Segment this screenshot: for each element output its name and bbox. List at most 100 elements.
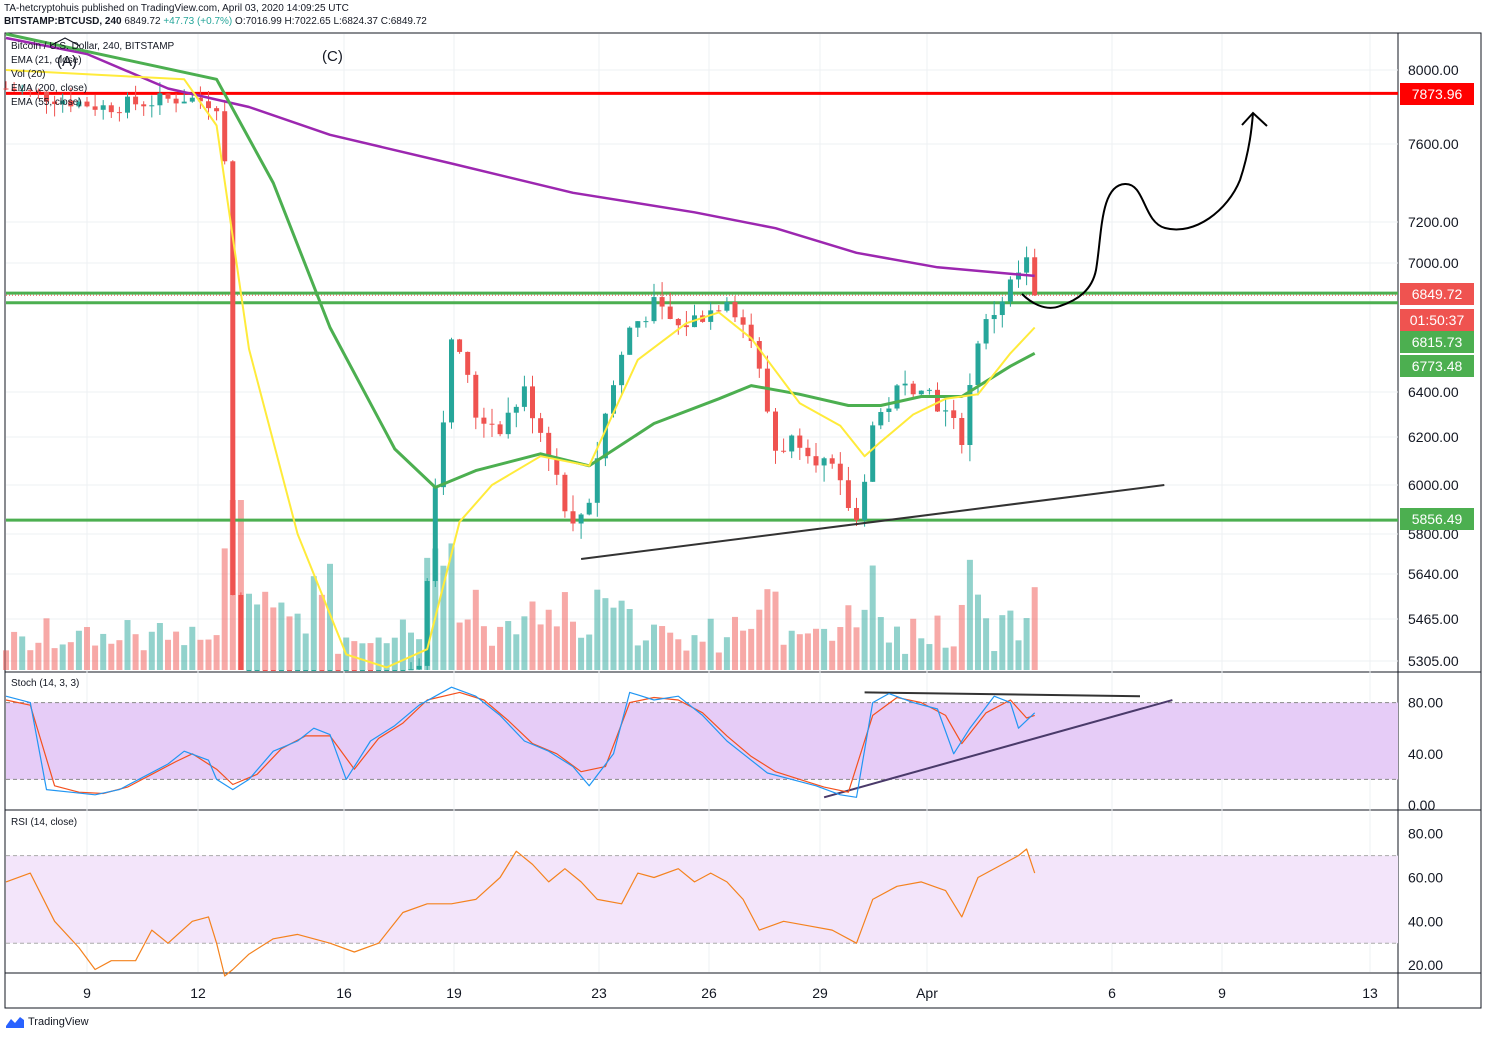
- volume-bar: [1015, 640, 1022, 670]
- stoch-pane-label[interactable]: Stoch (14, 3, 3): [11, 678, 80, 689]
- volume-bar: [35, 642, 42, 670]
- candle-body: [84, 101, 90, 107]
- volume-bar: [885, 642, 892, 670]
- price-tick-label: 7000.00: [1408, 255, 1459, 271]
- candle-body: [951, 410, 957, 418]
- candle-body: [513, 406, 519, 413]
- volume-bar: [975, 594, 981, 670]
- legend-ema21[interactable]: EMA (21, close): [11, 55, 82, 66]
- price-tick-label: 6200.00: [1408, 429, 1459, 445]
- candle-body: [44, 91, 49, 102]
- volume-bar: [651, 624, 657, 670]
- candle-body: [327, 670, 333, 671]
- indicator-legend: Bitcoin / U.S. Dollar, 240, BITSTAMP EMA…: [11, 40, 174, 110]
- chart-header: TA-hetcryptohuis published on TradingVie…: [4, 2, 427, 28]
- candle-body: [295, 670, 301, 671]
- volume-bar: [456, 622, 463, 670]
- candle-body: [440, 422, 446, 488]
- volume-bar: [367, 643, 374, 670]
- volume-bar: [108, 643, 115, 670]
- candle-body: [1016, 272, 1021, 280]
- legend-title[interactable]: Bitcoin / U.S. Dollar, 240, BITSTAMP: [11, 41, 175, 52]
- volume-bar: [732, 616, 738, 670]
- volume-bar: [416, 639, 423, 670]
- legend-vol[interactable]: Vol (20): [11, 69, 46, 80]
- candle-body: [845, 480, 851, 508]
- candle-body: [100, 105, 106, 110]
- candle-body: [935, 389, 940, 412]
- volume-bar: [999, 615, 1006, 670]
- volume-bar: [440, 565, 447, 670]
- candle-body: [222, 111, 228, 162]
- price-tick-label: 5800.00: [1408, 526, 1459, 542]
- volume-bar: [845, 605, 852, 670]
- projection-arrow-path: [1021, 112, 1254, 309]
- wave-label-a: (A): [57, 53, 77, 70]
- rsi-pane-label[interactable]: RSI (14, close): [11, 817, 78, 828]
- candle-body: [473, 374, 479, 418]
- volume-bar: [92, 645, 99, 670]
- price-tick-label: 5305.00: [1408, 653, 1459, 669]
- volume-bar: [642, 640, 649, 670]
- last-price-tag: 6849.72: [1400, 283, 1474, 305]
- candle-body: [165, 93, 171, 99]
- volume-bar: [464, 619, 471, 670]
- rsi-tick-label: 60.00: [1408, 870, 1443, 886]
- candle-body: [270, 670, 276, 671]
- candle-body: [732, 302, 738, 318]
- candle-body: [902, 383, 908, 386]
- candle-body: [359, 670, 365, 671]
- candle-body: [562, 474, 568, 512]
- volume-bar: [246, 593, 252, 670]
- volume-bar: [788, 630, 795, 670]
- candle-body: [465, 351, 471, 375]
- symbol: BITSTAMP:BTCUSD, 240: [4, 16, 122, 27]
- change: +47.73 (+0.7%): [163, 16, 233, 27]
- volume-bar: [699, 641, 706, 670]
- candle-body: [424, 581, 430, 666]
- volume-bar: [140, 650, 147, 670]
- volume-bar: [683, 650, 690, 670]
- volume-bar: [626, 609, 633, 670]
- volume-bar: [715, 652, 722, 670]
- volume-bar: [610, 607, 617, 670]
- legend-ema200[interactable]: EMA (200, close): [11, 83, 88, 94]
- candle-body: [781, 450, 787, 452]
- volume-bar: [545, 609, 552, 670]
- candle-body: [789, 435, 795, 452]
- volume-bar: [254, 604, 261, 670]
- rsi-line: [5, 848, 1036, 977]
- price-tick-label: 5465.00: [1408, 611, 1459, 627]
- candle-body: [457, 339, 463, 352]
- volume-bar: [553, 626, 560, 670]
- volume-bar: [43, 618, 50, 670]
- candle-body: [116, 112, 122, 114]
- candle-body: [635, 321, 641, 328]
- candle-body: [392, 670, 398, 671]
- volume-bar: [173, 631, 180, 670]
- volume-bar: [894, 626, 900, 670]
- candle-body: [926, 389, 932, 391]
- candle-body: [578, 514, 584, 524]
- volume-bar: [707, 618, 714, 670]
- volume-bar: [586, 634, 593, 670]
- candle-body: [35, 90, 41, 92]
- legend-ema55[interactable]: EMA (55, close): [11, 97, 82, 108]
- price-tick-label: 5640.00: [1408, 566, 1459, 582]
- stoch-upper-line: [864, 691, 1141, 698]
- volume-bar: [950, 646, 957, 670]
- candle-body: [76, 101, 82, 107]
- volume-bar: [804, 633, 811, 670]
- volume-bar: [756, 609, 763, 670]
- candle-body: [619, 354, 625, 386]
- stoch-lower-trendline: [823, 699, 1173, 799]
- price-tick-label: 6000.00: [1408, 477, 1459, 493]
- candle-body: [586, 502, 592, 515]
- volume-bar: [375, 637, 382, 670]
- candle-body: [319, 670, 325, 671]
- volume-bar: [853, 627, 860, 670]
- time-tick-label: 13: [1362, 985, 1378, 1001]
- candle-body: [351, 670, 357, 671]
- candle-body: [748, 324, 754, 342]
